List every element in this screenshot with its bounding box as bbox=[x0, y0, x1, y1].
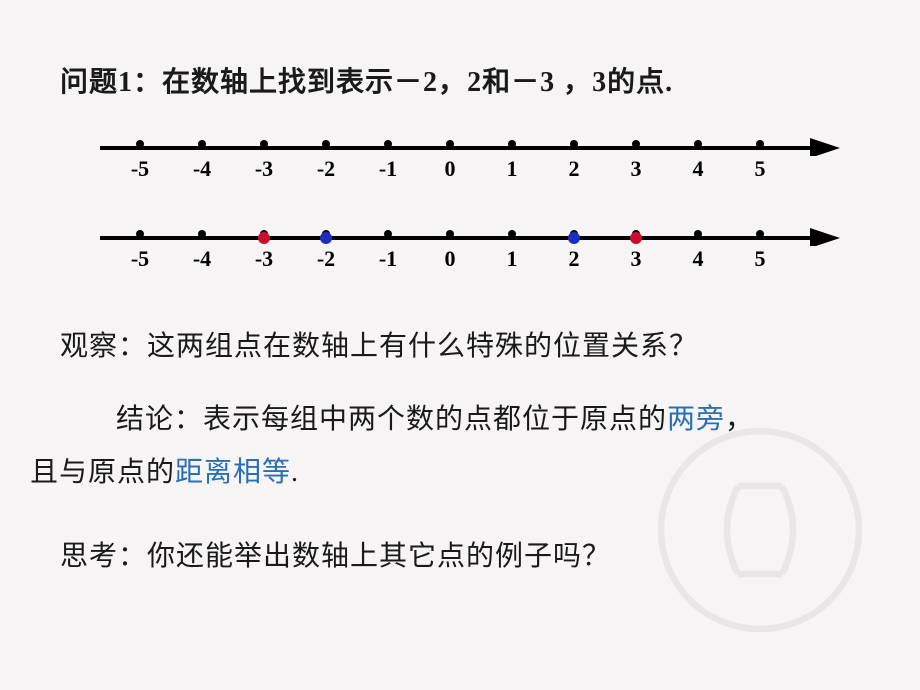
think-text: 你还能举出数轴上其它点的例子吗？ bbox=[147, 541, 611, 572]
highlight-point bbox=[320, 232, 332, 244]
conclusion: 结论：表示每组中两个数的点都位于原点的两旁， 且与原点的距离相等. bbox=[30, 393, 890, 499]
q1-prefix: 问题1： bbox=[60, 67, 162, 98]
numberline-2: -5 -4 -3 -2 -1 0 1 2 3 4 5 bbox=[80, 220, 840, 280]
observation: 观察：这两组点在数轴上有什么特殊的位置关系？ bbox=[60, 320, 890, 373]
q1-neg3: －3 bbox=[511, 67, 563, 98]
tick-label: 0 bbox=[445, 156, 456, 182]
q1-comma2: ， bbox=[563, 67, 592, 98]
numberlines: -5 -4 -3 -2 -1 0 1 2 3 4 5 -5 -4 -3 -2 -1 0 1 2 3 4 5 bbox=[30, 130, 890, 280]
numberline-labels: -5 -4 -3 -2 -1 0 1 2 3 4 5 bbox=[80, 246, 840, 276]
concl-seg1: 表示每组中两个数的点都位于原点的 bbox=[203, 404, 667, 435]
question-1: 问题1：在数轴上找到表示－2，2和－3 ，3的点. bbox=[60, 60, 890, 100]
highlight-point bbox=[258, 232, 270, 244]
q1-pos2: 2 bbox=[467, 67, 482, 98]
tick-label: 5 bbox=[755, 246, 766, 272]
tick-label: -1 bbox=[379, 156, 397, 182]
concl-seg2: ， bbox=[725, 404, 754, 435]
tick-label: 4 bbox=[693, 246, 704, 272]
tick-label: 4 bbox=[693, 156, 704, 182]
q1-pos3: 3 bbox=[592, 67, 607, 98]
think-prefix: 思考： bbox=[60, 541, 147, 572]
conclusion-line2: 且与原点的距离相等. bbox=[30, 446, 890, 499]
obs-prefix: 观察： bbox=[60, 331, 147, 362]
obs-text: 这两组点在数轴上有什么特殊的位置关系？ bbox=[147, 331, 698, 362]
numberline-svg bbox=[80, 220, 840, 246]
tick-label: -2 bbox=[317, 246, 335, 272]
concl-hl1: 两旁 bbox=[667, 404, 725, 435]
slide: 问题1：在数轴上找到表示－2，2和－3 ，3的点. -5-4-3-2-10123… bbox=[0, 0, 920, 690]
tick-label: 2 bbox=[569, 156, 580, 182]
q1-neg2: －2 bbox=[394, 67, 438, 98]
q1-comma1: ， bbox=[438, 67, 467, 98]
tick-label: -5 bbox=[131, 156, 149, 182]
highlight-point bbox=[630, 232, 642, 244]
q1-body-a: 在数轴上找到表示 bbox=[162, 67, 394, 98]
highlight-point bbox=[568, 232, 580, 244]
numberline-labels: -5 -4 -3 -2 -1 0 1 2 3 4 5 bbox=[80, 156, 840, 186]
numberline-1: -5 -4 -3 -2 -1 0 1 2 3 4 5 bbox=[80, 130, 840, 190]
tick-label: -4 bbox=[193, 156, 211, 182]
tick-label: -5 bbox=[131, 246, 149, 272]
tick-label: -2 bbox=[317, 156, 335, 182]
tick-label: -4 bbox=[193, 246, 211, 272]
tick-label: -3 bbox=[255, 156, 273, 182]
concl-hl2: 距离相等 bbox=[175, 457, 291, 488]
q1-and: 和 bbox=[482, 67, 511, 98]
tick-label: 0 bbox=[445, 246, 456, 272]
tick-label: 1 bbox=[507, 156, 518, 182]
concl-line2b: . bbox=[291, 457, 299, 488]
tick-label: 3 bbox=[631, 156, 642, 182]
tick-label: -1 bbox=[379, 246, 397, 272]
tick-label: -3 bbox=[255, 246, 273, 272]
concl-prefix: 结论： bbox=[116, 404, 203, 435]
q1-tail: 的点. bbox=[607, 67, 673, 98]
conclusion-line1: 结论：表示每组中两个数的点都位于原点的两旁， bbox=[60, 393, 890, 446]
tick-label: 2 bbox=[569, 246, 580, 272]
numberline-svg bbox=[80, 130, 840, 156]
concl-line2a: 且与原点的 bbox=[30, 457, 175, 488]
think: 思考：你还能举出数轴上其它点的例子吗？ bbox=[60, 530, 890, 583]
tick-label: 5 bbox=[755, 156, 766, 182]
tick-label: 1 bbox=[507, 246, 518, 272]
tick-label: 3 bbox=[631, 246, 642, 272]
